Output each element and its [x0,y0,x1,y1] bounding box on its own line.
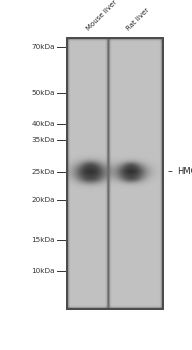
Text: 25kDa: 25kDa [31,168,55,175]
Text: HMGB1: HMGB1 [169,167,192,176]
Text: 15kDa: 15kDa [31,237,55,243]
Text: 20kDa: 20kDa [31,196,55,203]
Text: Mouse liver: Mouse liver [85,0,118,32]
Text: 50kDa: 50kDa [31,90,55,96]
Text: 40kDa: 40kDa [31,121,55,127]
Text: 35kDa: 35kDa [31,137,55,143]
Text: 10kDa: 10kDa [31,268,55,274]
Text: Rat liver: Rat liver [125,7,150,31]
Text: 70kDa: 70kDa [31,44,55,50]
